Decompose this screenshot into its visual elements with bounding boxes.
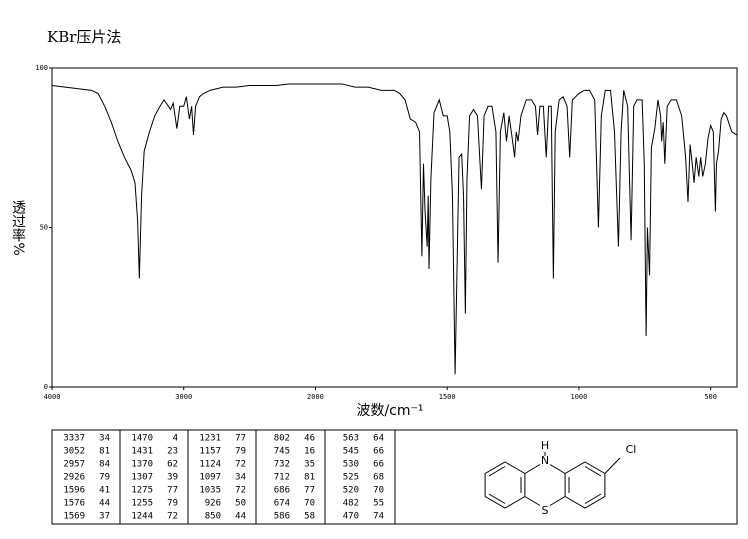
peak-wavenumber: 586 [274, 512, 290, 522]
peak-wavenumber: 732 [274, 460, 290, 470]
peak-transmittance: 79 [167, 499, 178, 509]
peak-wavenumber: 545 [343, 447, 359, 457]
peak-transmittance: 50 [235, 499, 246, 509]
peak-wavenumber: 850 [205, 512, 221, 522]
x-tick-label: 1000 [570, 393, 587, 401]
peak-transmittance: 72 [235, 460, 246, 470]
peak-wavenumber: 2926 [63, 473, 85, 483]
peak-transmittance: 46 [304, 434, 315, 444]
peak-wavenumber: 1370 [131, 460, 153, 470]
y-tick-label: 100 [35, 64, 48, 72]
peak-wavenumber: 1157 [199, 447, 221, 457]
peak-wavenumber: 1470 [131, 434, 153, 444]
peak-transmittance: 70 [373, 486, 384, 496]
peak-transmittance: 84 [99, 460, 110, 470]
peak-wavenumber: 686 [274, 486, 290, 496]
peak-transmittance: 37 [99, 512, 110, 522]
peak-transmittance: 79 [235, 447, 246, 457]
peak-wavenumber: 525 [343, 473, 359, 483]
chart-title: KBr压片法 [47, 28, 121, 46]
peak-transmittance: 77 [167, 486, 178, 496]
peak-transmittance: 23 [167, 447, 178, 457]
x-axis-title: 波数/cm⁻¹ [356, 403, 423, 419]
peak-transmittance: 35 [304, 460, 315, 470]
peak-wavenumber: 470 [343, 512, 359, 522]
peak-wavenumber: 745 [274, 447, 290, 457]
peak-transmittance: 72 [167, 512, 178, 522]
x-tick-label: 2000 [307, 393, 324, 401]
x-tick-label: 500 [704, 393, 717, 401]
y-axis-title: 透过率% [10, 200, 26, 255]
peak-wavenumber: 1307 [131, 473, 153, 483]
peak-transmittance: 44 [99, 499, 110, 509]
peak-wavenumber: 563 [343, 434, 359, 444]
peak-transmittance: 16 [304, 447, 315, 457]
peak-wavenumber: 1569 [63, 512, 85, 522]
peak-wavenumber: 1596 [63, 486, 85, 496]
atom-label: N [541, 454, 549, 467]
peak-wavenumber: 1231 [199, 434, 221, 444]
peak-transmittance: 79 [99, 473, 110, 483]
peak-transmittance: 81 [304, 473, 315, 483]
peak-wavenumber: 712 [274, 473, 290, 483]
peak-transmittance: 34 [235, 473, 246, 483]
peak-wavenumber: 530 [343, 460, 359, 470]
peak-transmittance: 55 [373, 499, 384, 509]
atom-label: S [542, 504, 549, 517]
atom-label: H [541, 439, 549, 452]
peak-transmittance: 66 [373, 460, 384, 470]
spectrum-line [51, 83, 738, 375]
peak-transmittance: 34 [99, 434, 110, 444]
peak-transmittance: 74 [373, 512, 384, 522]
y-tick-label: 0 [44, 383, 48, 391]
x-tick-label: 4000 [44, 393, 61, 401]
peak-wavenumber: 1275 [131, 486, 153, 496]
peak-transmittance: 66 [373, 447, 384, 457]
peak-transmittance: 68 [373, 473, 384, 483]
peak-wavenumber: 1124 [199, 460, 221, 470]
peak-wavenumber: 1431 [131, 447, 153, 457]
peak-wavenumber: 802 [274, 434, 290, 444]
peak-wavenumber: 482 [343, 499, 359, 509]
peak-transmittance: 70 [304, 499, 315, 509]
x-tick-label: 1500 [439, 393, 456, 401]
peak-transmittance: 62 [167, 460, 178, 470]
peak-wavenumber: 3052 [63, 447, 85, 457]
peak-wavenumber: 1576 [63, 499, 85, 509]
peak-wavenumber: 1244 [131, 512, 153, 522]
peak-transmittance: 72 [235, 486, 246, 496]
peak-wavenumber: 674 [274, 499, 290, 509]
peak-wavenumber: 2957 [63, 460, 85, 470]
peak-wavenumber: 520 [343, 486, 359, 496]
peak-transmittance: 39 [167, 473, 178, 483]
peak-wavenumber: 926 [205, 499, 221, 509]
structure-drawing [484, 452, 621, 509]
peak-transmittance: 64 [373, 434, 384, 444]
peak-transmittance: 81 [99, 447, 110, 457]
peak-wavenumber: 1035 [199, 486, 221, 496]
peak-transmittance: 77 [304, 486, 315, 496]
peak-transmittance: 4 [173, 434, 178, 444]
peak-transmittance: 41 [99, 486, 110, 496]
x-tick-label: 3000 [175, 393, 192, 401]
peak-transmittance: 77 [235, 434, 246, 444]
peak-transmittance: 44 [235, 512, 246, 522]
peak-wavenumber: 1097 [199, 473, 221, 483]
peak-wavenumber: 1255 [131, 499, 153, 509]
y-tick-label: 50 [40, 224, 48, 232]
atom-label: Cl [626, 443, 637, 456]
peak-wavenumber: 3337 [63, 434, 85, 444]
peak-transmittance: 58 [304, 512, 315, 522]
